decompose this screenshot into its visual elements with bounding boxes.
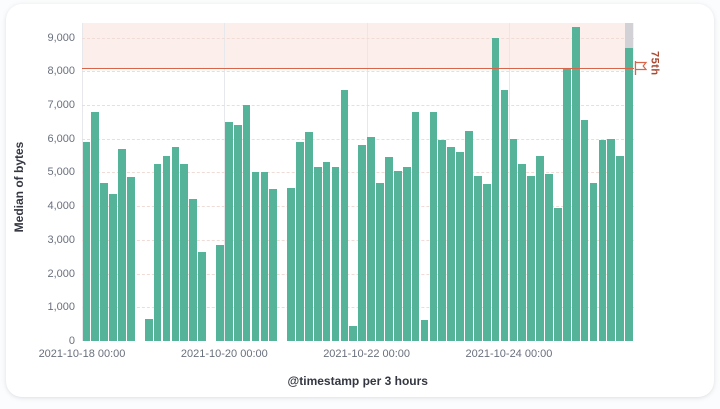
vertical-gridline <box>224 23 226 341</box>
y-axis-tick-label: 6,000 <box>47 132 75 145</box>
histogram-bar[interactable] <box>429 111 438 341</box>
histogram-bar[interactable] <box>144 319 153 341</box>
histogram-bar[interactable] <box>91 111 100 341</box>
histogram-bar[interactable] <box>571 27 580 341</box>
histogram-bar[interactable] <box>545 174 553 341</box>
histogram-bar[interactable] <box>438 140 447 341</box>
histogram-bar[interactable] <box>589 182 598 341</box>
horizontal-gridline <box>82 104 634 106</box>
histogram-bar[interactable] <box>376 182 384 341</box>
y-axis-tick-label: 4,000 <box>47 200 75 213</box>
histogram-bar[interactable] <box>491 37 500 341</box>
histogram-bar[interactable] <box>251 172 260 341</box>
histogram-bar[interactable] <box>527 175 536 341</box>
vertical-gridline <box>508 23 510 341</box>
threshold-line <box>82 67 634 69</box>
histogram-bar[interactable] <box>385 157 393 341</box>
histogram-bar[interactable] <box>580 120 589 341</box>
y-axis-tick-label: 1,000 <box>47 301 75 314</box>
histogram-bar[interactable] <box>482 184 491 341</box>
histogram-bar[interactable] <box>456 152 464 341</box>
histogram-bar[interactable] <box>625 48 633 341</box>
histogram-bar[interactable] <box>287 187 295 341</box>
histogram-bar[interactable] <box>411 111 420 341</box>
histogram-bar[interactable] <box>269 189 278 341</box>
histogram-bar[interactable] <box>242 104 251 341</box>
y-axis-tick-label: 9,000 <box>47 31 75 44</box>
histogram-bar[interactable] <box>420 320 429 341</box>
histogram-bar[interactable] <box>331 167 340 341</box>
threshold-label: 75th <box>648 50 661 76</box>
plot-area[interactable] <box>82 23 634 341</box>
x-axis-tick-label: 2021-10-20 00:00 <box>180 348 268 360</box>
y-axis-tick-label: 7,000 <box>47 98 75 111</box>
horizontal-gridline <box>82 273 634 275</box>
histogram-bar[interactable] <box>118 148 126 341</box>
histogram-bar[interactable] <box>473 175 482 341</box>
histogram-bar[interactable] <box>358 145 367 341</box>
histogram-bar[interactable] <box>598 140 607 341</box>
threshold-shade-region <box>82 23 634 68</box>
histogram-bar[interactable] <box>224 121 233 341</box>
histogram-bar[interactable] <box>340 89 349 341</box>
histogram-bar[interactable] <box>607 138 616 341</box>
horizontal-gridline <box>82 307 634 309</box>
y-axis-tick-label: 8,000 <box>47 65 75 78</box>
histogram-bar[interactable] <box>500 89 509 341</box>
histogram-bar[interactable] <box>554 207 562 341</box>
histogram-bar[interactable] <box>260 172 269 341</box>
histogram-bar[interactable] <box>402 167 411 341</box>
y-axis-tick-label: 2,000 <box>47 267 75 280</box>
y-axis-title: Median of bytes <box>12 141 26 233</box>
histogram-bar[interactable] <box>562 67 571 341</box>
x-axis-title: @timestamp per 3 hours <box>287 374 428 388</box>
y-axis-tick-label: 5,000 <box>47 166 75 179</box>
chart-card: Median of bytes 0 1,000 2,000 3,000 4,000 5,0… <box>6 4 714 397</box>
y-axis-tick-label: 3,000 <box>47 233 75 246</box>
histogram-bar[interactable] <box>82 142 91 341</box>
vertical-gridline <box>366 23 368 341</box>
histogram-bar[interactable] <box>447 147 455 341</box>
horizontal-gridline <box>82 172 634 174</box>
histogram-bar[interactable] <box>216 244 224 341</box>
histogram-bar[interactable] <box>393 170 402 341</box>
histogram-bar[interactable] <box>616 155 624 341</box>
histogram-bar[interactable] <box>465 130 473 341</box>
histogram-bar[interactable] <box>304 131 313 341</box>
histogram-bar[interactable] <box>536 155 544 341</box>
histogram-bar[interactable] <box>296 142 304 341</box>
histogram-bar[interactable] <box>313 167 322 341</box>
histogram-bar[interactable] <box>100 182 109 341</box>
histogram-bar[interactable] <box>153 163 162 341</box>
horizontal-gridline <box>82 239 634 241</box>
histogram-bar[interactable] <box>180 163 189 341</box>
histogram-bar[interactable] <box>322 162 331 341</box>
x-axis-tick-label: 2021-10-24 00:00 <box>465 348 553 360</box>
x-axis-tick-label: 2021-10-22 00:00 <box>323 348 411 360</box>
horizontal-gridline <box>82 138 634 140</box>
histogram-bar[interactable] <box>198 251 206 341</box>
histogram-bar[interactable] <box>233 125 242 341</box>
threshold-flag-icon[interactable] <box>634 60 648 76</box>
histogram-bar[interactable] <box>109 194 117 341</box>
histogram-bar[interactable] <box>127 177 135 341</box>
last-bar-overflow-cap <box>625 23 633 49</box>
x-axis-tick-label: 2021-10-18 00:00 <box>38 348 126 360</box>
histogram-bar[interactable] <box>518 163 527 341</box>
histogram-bar[interactable] <box>171 147 180 341</box>
horizontal-gridline <box>82 37 634 39</box>
horizontal-gridline <box>82 206 634 208</box>
histogram-bar[interactable] <box>367 136 375 341</box>
y-axis-tick-label: 0 <box>68 335 75 347</box>
horizontal-gridline <box>82 71 634 73</box>
histogram-bar[interactable] <box>189 199 198 341</box>
vertical-gridline <box>82 23 83 341</box>
histogram-bar[interactable] <box>509 138 518 341</box>
histogram-bar[interactable] <box>349 325 358 341</box>
histogram-bar[interactable] <box>162 155 171 341</box>
